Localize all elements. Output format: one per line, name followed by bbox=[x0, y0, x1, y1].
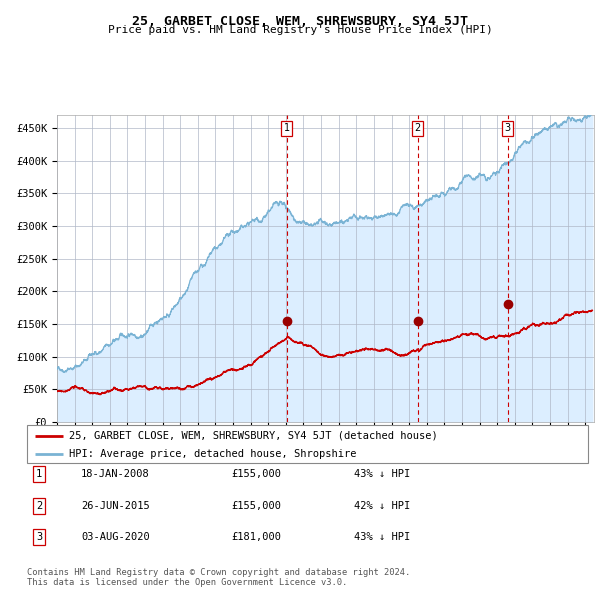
Text: 1: 1 bbox=[36, 470, 42, 479]
Text: 2: 2 bbox=[415, 123, 421, 133]
Text: 26-JUN-2015: 26-JUN-2015 bbox=[81, 501, 150, 510]
Text: Contains HM Land Registry data © Crown copyright and database right 2024.
This d: Contains HM Land Registry data © Crown c… bbox=[27, 568, 410, 587]
Text: 3: 3 bbox=[36, 532, 42, 542]
Text: £155,000: £155,000 bbox=[231, 470, 281, 479]
Text: 42% ↓ HPI: 42% ↓ HPI bbox=[354, 501, 410, 510]
Text: 25, GARBET CLOSE, WEM, SHREWSBURY, SY4 5JT: 25, GARBET CLOSE, WEM, SHREWSBURY, SY4 5… bbox=[132, 15, 468, 28]
Text: 43% ↓ HPI: 43% ↓ HPI bbox=[354, 470, 410, 479]
Text: 25, GARBET CLOSE, WEM, SHREWSBURY, SY4 5JT (detached house): 25, GARBET CLOSE, WEM, SHREWSBURY, SY4 5… bbox=[69, 431, 438, 441]
Text: HPI: Average price, detached house, Shropshire: HPI: Average price, detached house, Shro… bbox=[69, 448, 356, 458]
Text: £155,000: £155,000 bbox=[231, 501, 281, 510]
Text: 3: 3 bbox=[505, 123, 511, 133]
FancyBboxPatch shape bbox=[27, 425, 588, 463]
Text: 03-AUG-2020: 03-AUG-2020 bbox=[81, 532, 150, 542]
Text: 2: 2 bbox=[36, 501, 42, 510]
Text: £181,000: £181,000 bbox=[231, 532, 281, 542]
Text: 1: 1 bbox=[284, 123, 290, 133]
Text: 43% ↓ HPI: 43% ↓ HPI bbox=[354, 532, 410, 542]
Text: 18-JAN-2008: 18-JAN-2008 bbox=[81, 470, 150, 479]
Text: Price paid vs. HM Land Registry's House Price Index (HPI): Price paid vs. HM Land Registry's House … bbox=[107, 25, 493, 35]
